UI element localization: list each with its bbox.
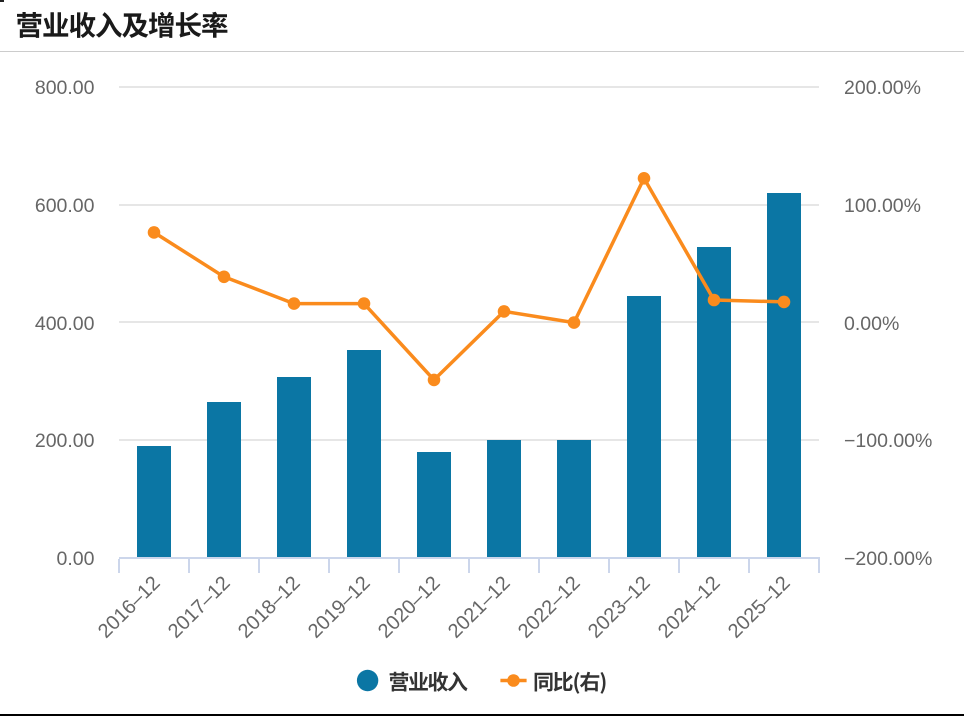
svg-text:2020–12: 2020–12 bbox=[374, 572, 445, 643]
svg-text:2024–12: 2024–12 bbox=[654, 572, 725, 643]
svg-text:2019–12: 2019–12 bbox=[304, 572, 375, 643]
svg-text:2025–12: 2025–12 bbox=[724, 572, 795, 643]
svg-text:2021–12: 2021–12 bbox=[444, 572, 515, 643]
svg-text:2016–12: 2016–12 bbox=[94, 572, 165, 643]
svg-text:2018–12: 2018–12 bbox=[234, 572, 305, 643]
svg-text:2022–12: 2022–12 bbox=[514, 572, 585, 643]
svg-text:2023–12: 2023–12 bbox=[584, 572, 655, 643]
svg-text:2017–12: 2017–12 bbox=[164, 572, 235, 643]
